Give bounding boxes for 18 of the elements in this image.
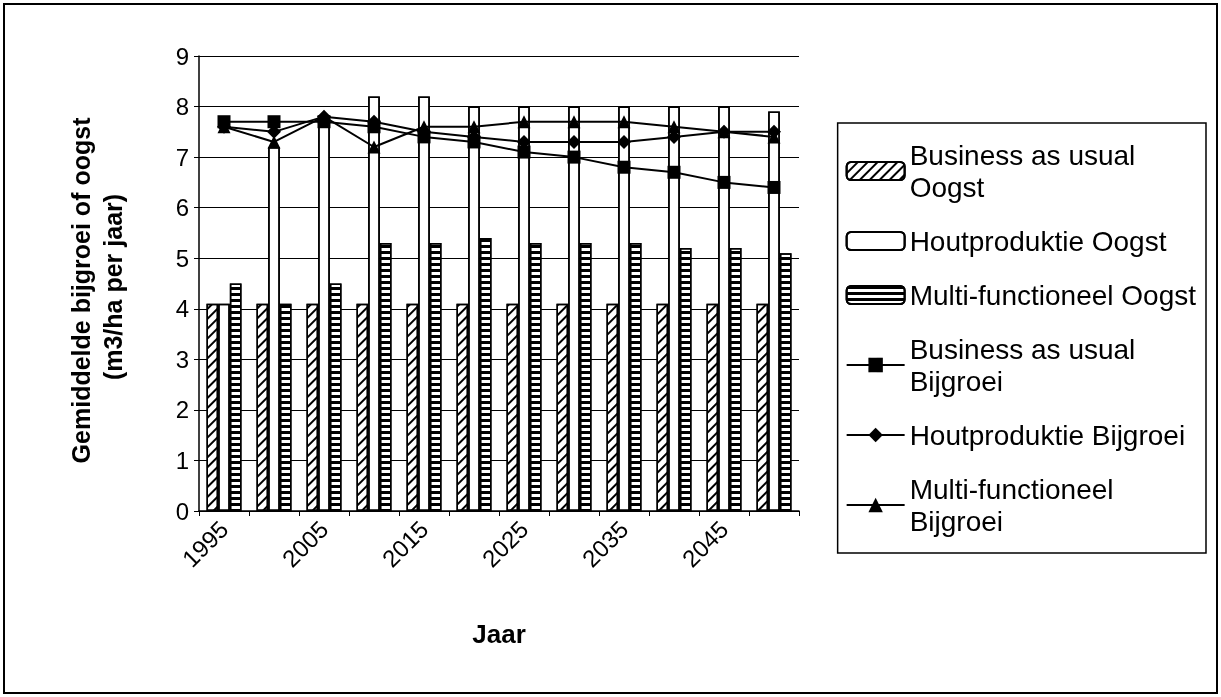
y-tick-label: 5 bbox=[175, 244, 189, 272]
legend-label: Business as usual Oogst bbox=[909, 139, 1136, 203]
y-tick-label: 1 bbox=[175, 446, 189, 474]
y-tick-label: 3 bbox=[175, 345, 189, 373]
y-axis-title: Gemiddelde bijgroei of oogst (m3/ha per jaar) bbox=[67, 110, 127, 464]
legend-label: Business as usual Bijgroei bbox=[909, 333, 1136, 397]
y-tick-label: 8 bbox=[175, 93, 189, 121]
y-tick-label: 6 bbox=[175, 194, 189, 222]
legend-label: Houtproduktie Bijgroei bbox=[909, 419, 1186, 451]
legend-label: Multi-functioneel Bijgroei bbox=[909, 473, 1114, 537]
legend-label: Houtproduktie Oogst bbox=[909, 225, 1167, 257]
y-tick-label: 4 bbox=[175, 295, 189, 323]
y-tick-label: 9 bbox=[175, 42, 189, 70]
x-axis-title: Jaar bbox=[472, 619, 526, 649]
legend-label: Multi-functioneel Oogst bbox=[909, 279, 1197, 311]
y-tick-label: 2 bbox=[175, 396, 189, 424]
y-tick-label: 7 bbox=[175, 143, 189, 171]
y-tick-label: 0 bbox=[175, 497, 189, 525]
